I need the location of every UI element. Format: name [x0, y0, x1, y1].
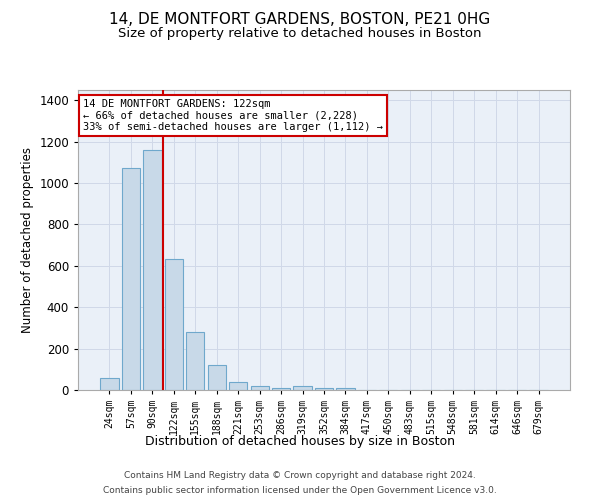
Bar — [100, 378, 119, 390]
Text: 14 DE MONTFORT GARDENS: 122sqm
← 66% of detached houses are smaller (2,228)
33% : 14 DE MONTFORT GARDENS: 122sqm ← 66% of … — [83, 99, 383, 132]
Y-axis label: Number of detached properties: Number of detached properties — [20, 147, 34, 333]
Text: Contains public sector information licensed under the Open Government Licence v3: Contains public sector information licen… — [103, 486, 497, 495]
Bar — [122, 168, 140, 390]
Bar — [293, 386, 311, 390]
Bar — [165, 258, 183, 390]
Text: Contains HM Land Registry data © Crown copyright and database right 2024.: Contains HM Land Registry data © Crown c… — [124, 471, 476, 480]
Bar — [208, 365, 226, 390]
Bar — [229, 382, 247, 390]
Bar — [251, 386, 269, 390]
Text: Distribution of detached houses by size in Boston: Distribution of detached houses by size … — [145, 435, 455, 448]
Bar — [272, 388, 290, 390]
Text: 14, DE MONTFORT GARDENS, BOSTON, PE21 0HG: 14, DE MONTFORT GARDENS, BOSTON, PE21 0H… — [109, 12, 491, 28]
Bar — [337, 388, 355, 390]
Bar — [143, 150, 161, 390]
Bar — [186, 332, 205, 390]
Text: Size of property relative to detached houses in Boston: Size of property relative to detached ho… — [118, 28, 482, 40]
Bar — [315, 388, 333, 390]
